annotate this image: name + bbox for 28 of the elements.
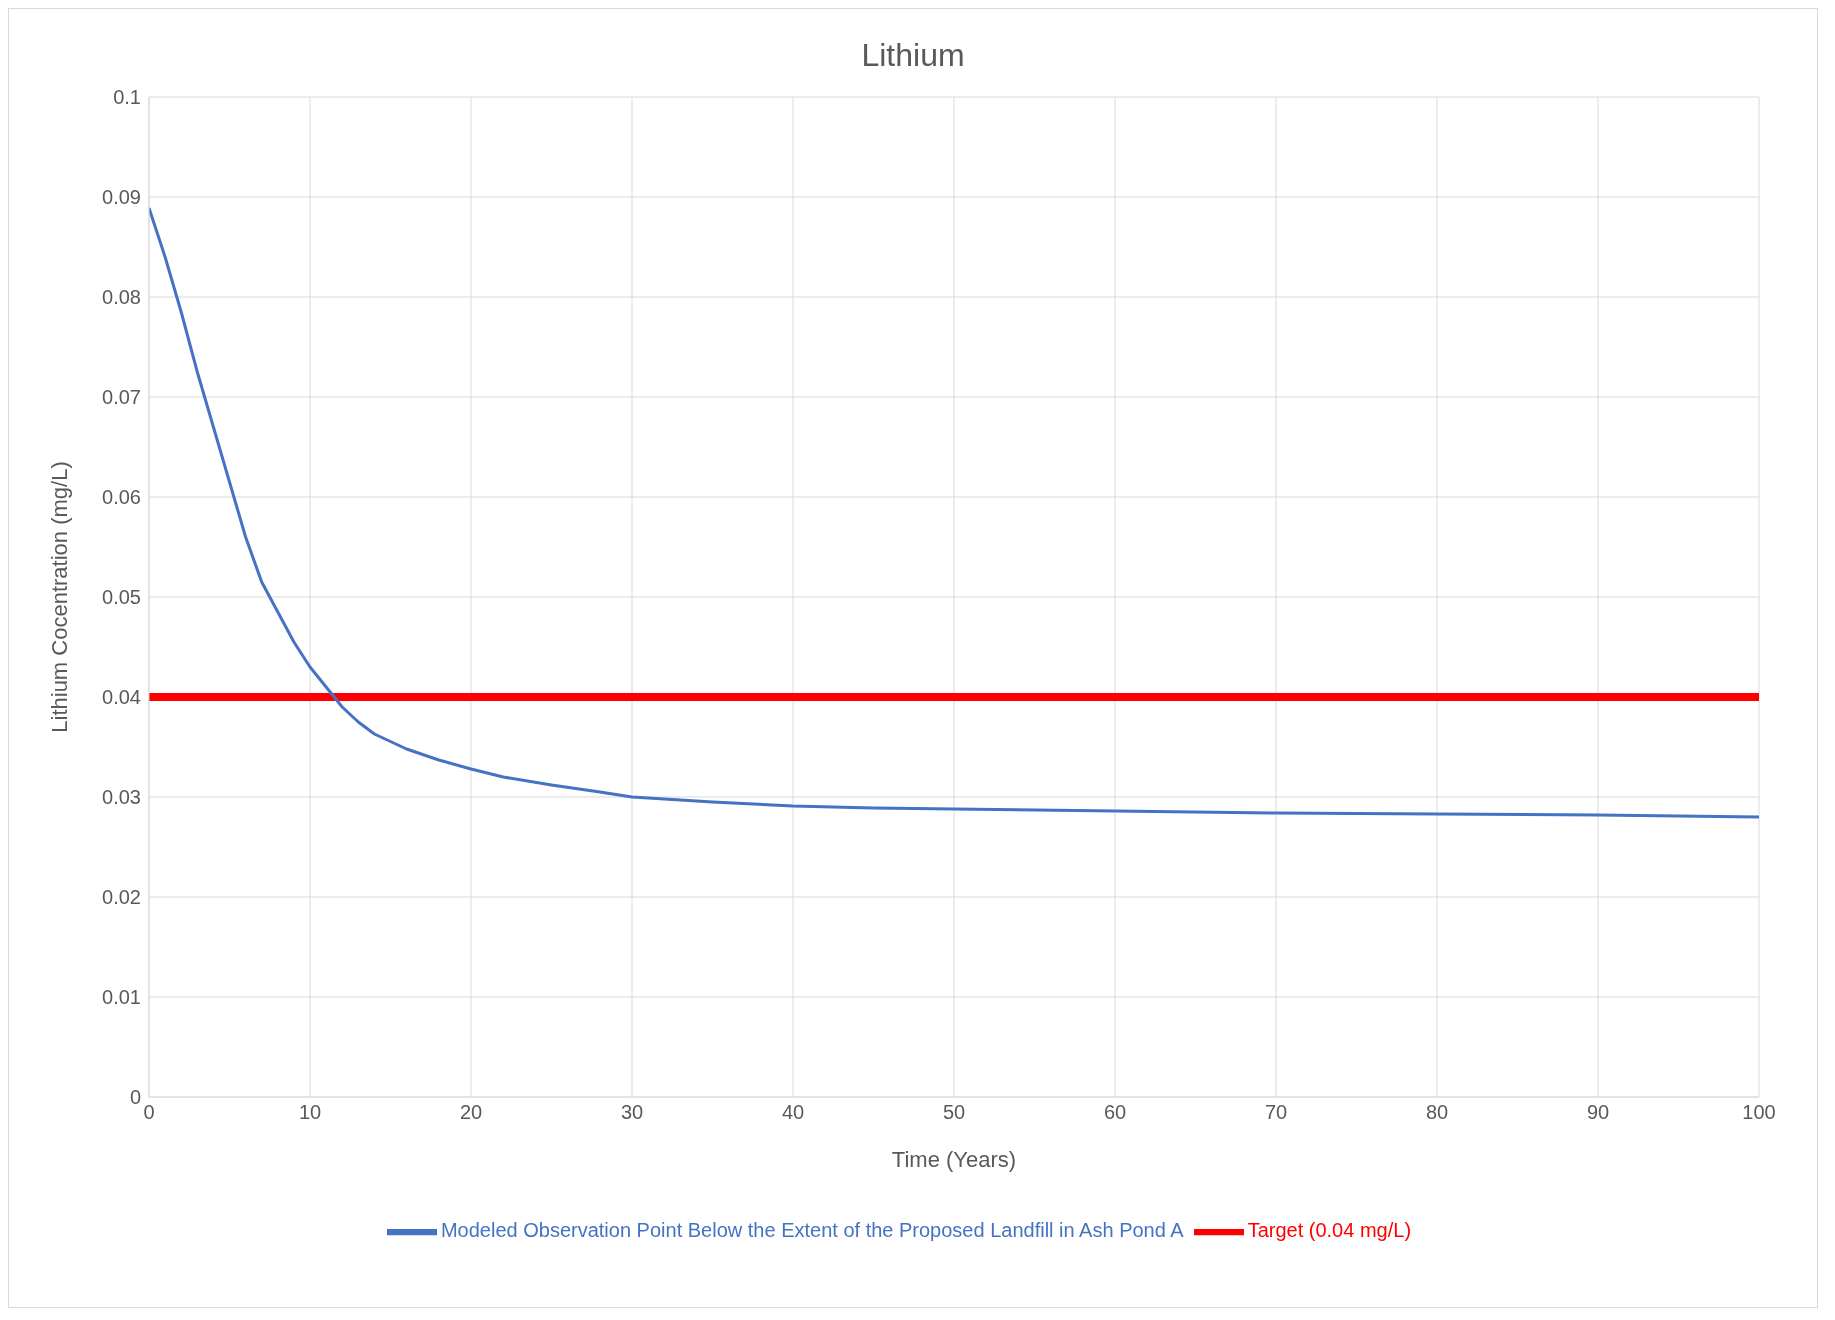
x-tick-label: 90 [1586,1101,1610,1124]
legend-label: Modeled Observation Point Below the Extent of the Proposed Landfill in Ash Pond A [440,1219,1184,1242]
y-tick-label: 0.06 [102,486,141,509]
x-tick-label: 70 [1264,1101,1288,1124]
x-tick-label: 30 [620,1101,644,1124]
y-tick-label: 0.01 [102,986,141,1009]
x-tick-label: 0 [143,1101,155,1124]
y-tick-label: 0 [129,1086,141,1109]
x-tick-label: 80 [1425,1101,1449,1124]
x-tick-label: 20 [459,1101,483,1124]
x-tick-label: 60 [1103,1101,1127,1124]
y-tick-label: 0.1 [113,86,141,109]
legend-label: Target (0.04 mg/L) [1247,1219,1412,1242]
y-tick-label: 0.02 [102,886,141,909]
y-tick-label: 0.09 [102,186,141,209]
y-tick-label: 0.03 [102,786,141,809]
y-tick-label: 0.05 [102,586,141,609]
y-tick-label: 0.04 [102,686,141,709]
x-tick-label: 10 [298,1101,322,1124]
x-tick-label: 40 [781,1101,805,1124]
chart-title: Lithium [860,36,966,75]
x-tick-label: 50 [942,1101,966,1124]
y-tick-label: 0.07 [102,386,141,409]
y-axis-title: Lithium Cocentration (mg/L) [46,461,72,733]
y-tick-label: 0.08 [102,286,141,309]
line-series [149,206,1759,819]
x-tick-label: 100 [1742,1101,1776,1124]
x-axis-title: Time (Years) [891,1147,1017,1172]
